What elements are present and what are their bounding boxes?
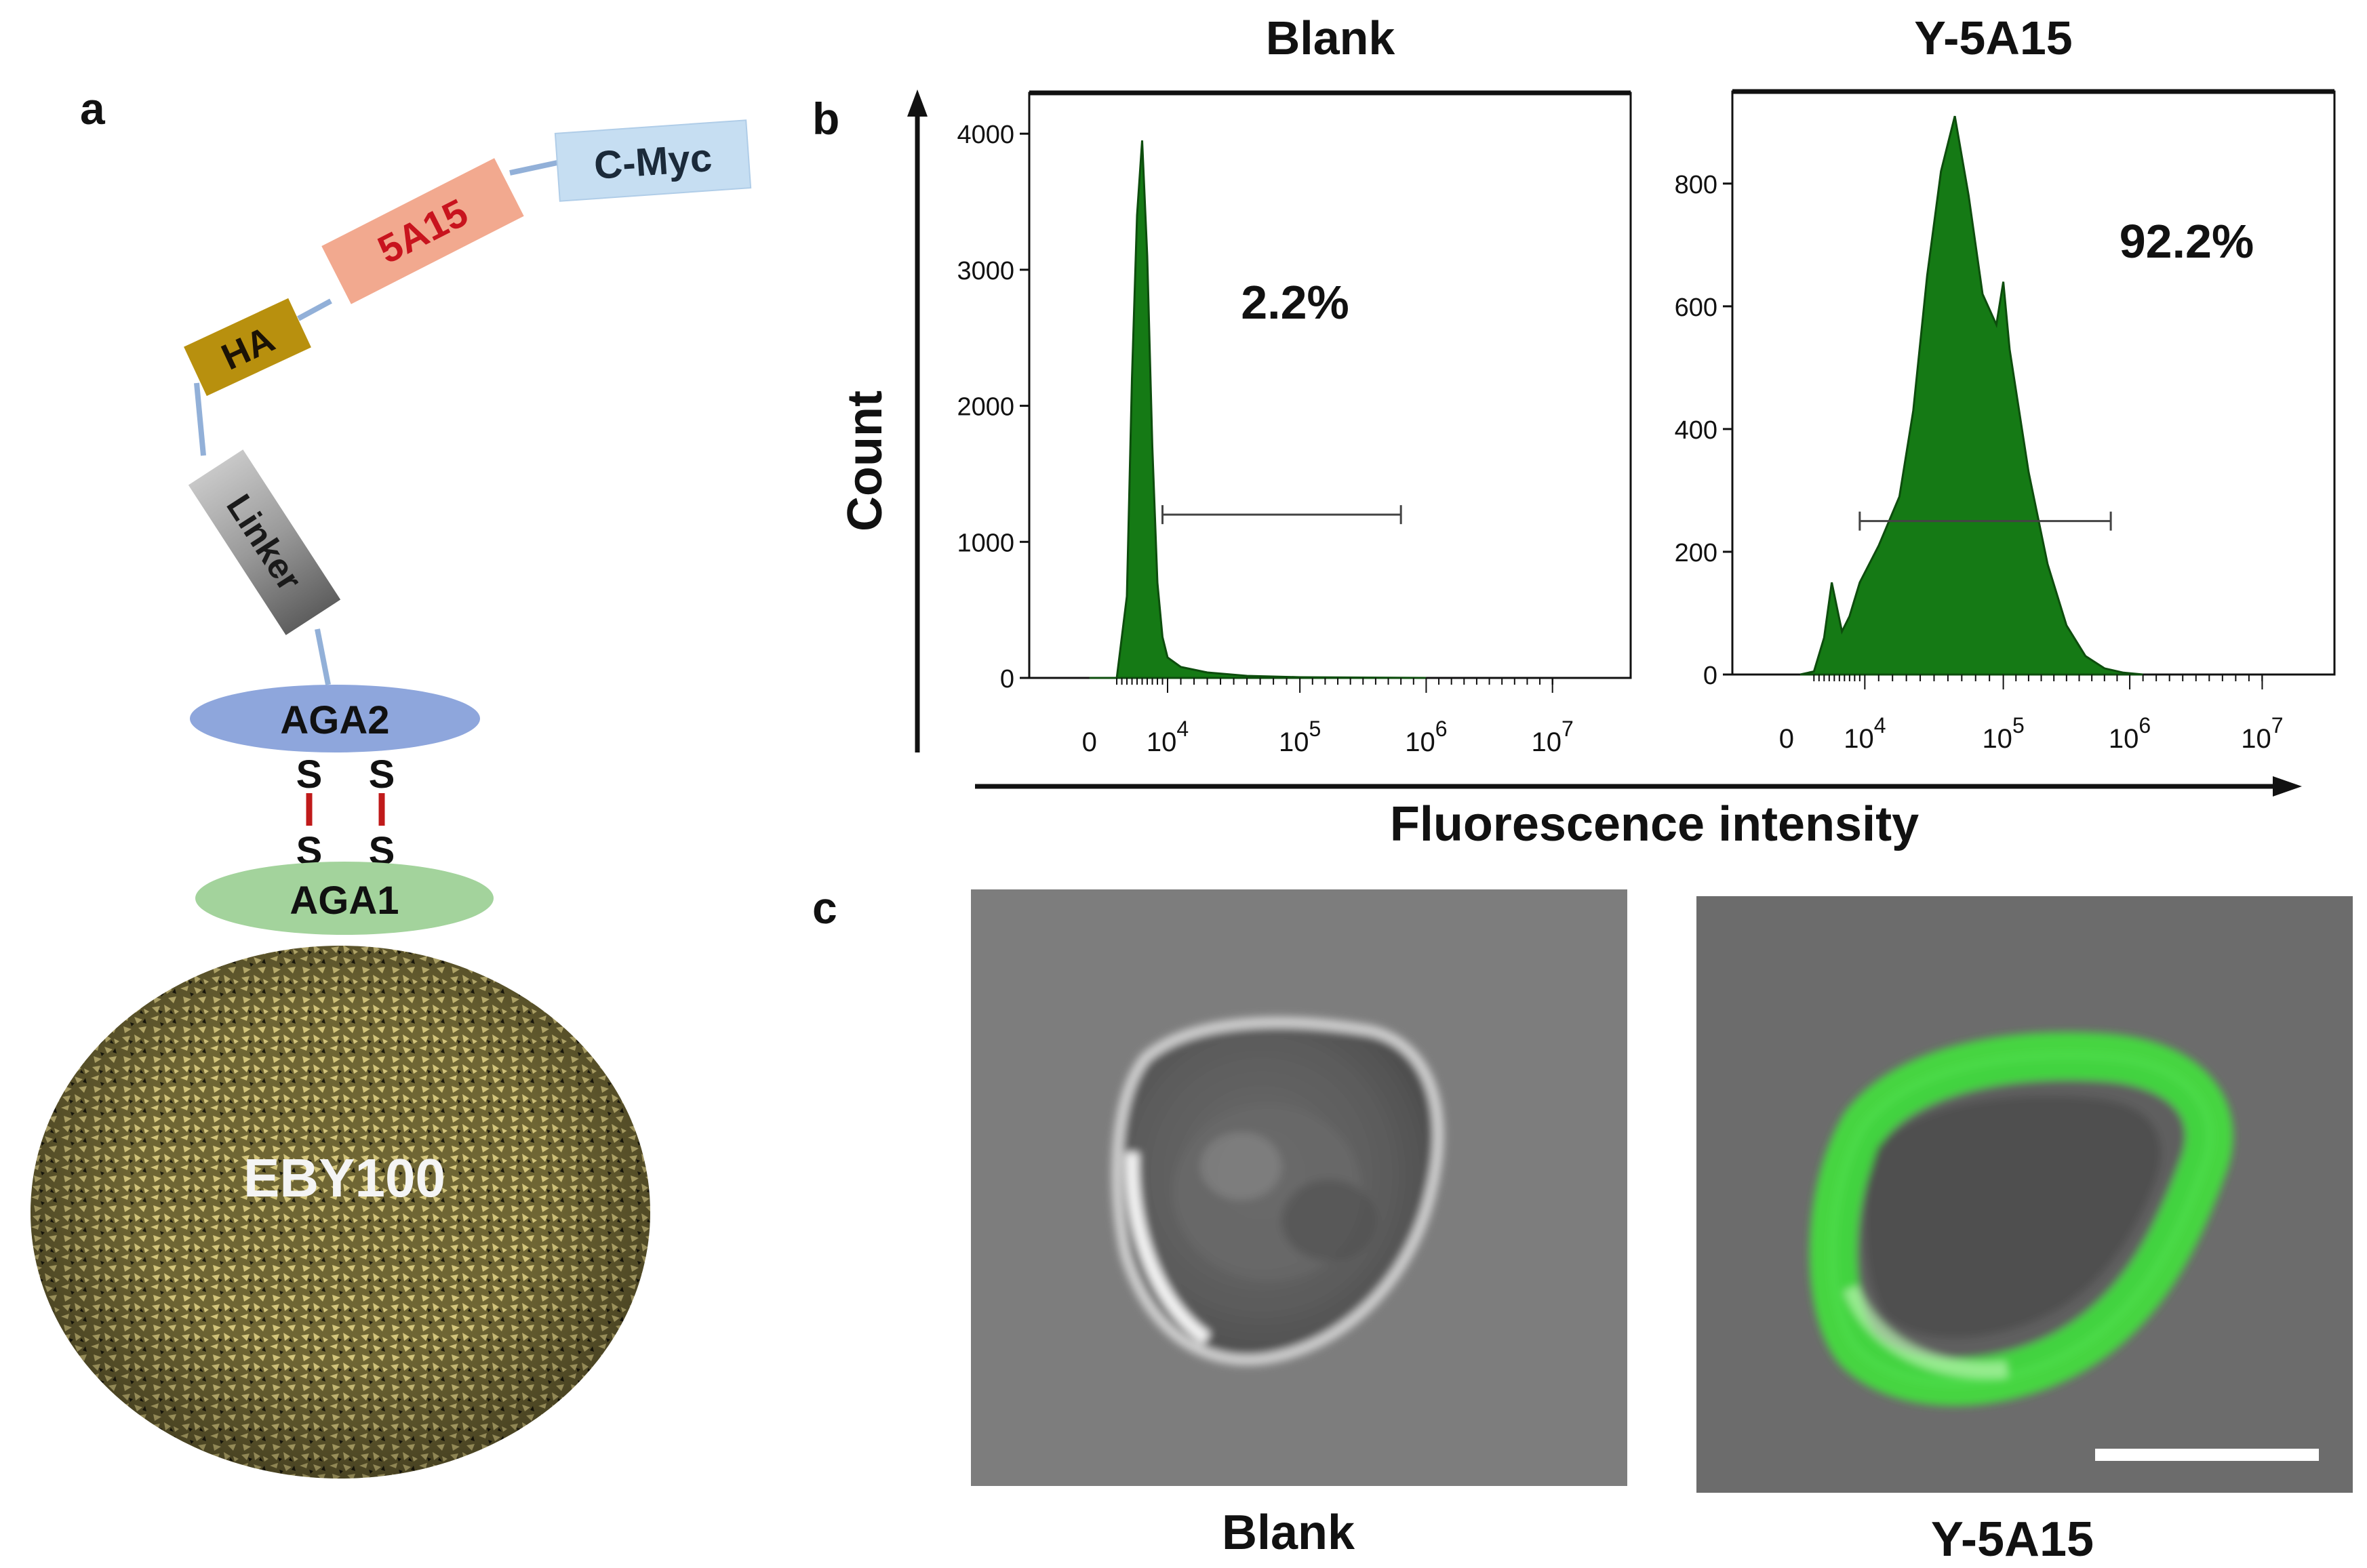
aga1-label: AGA1 [290,879,399,923]
x-tick-label: 0 [1082,727,1097,757]
x-tick-label: 106 [2109,713,2151,754]
micrograph-blank [971,889,1627,1486]
y-tick-label: 600 [1675,294,1717,322]
yeast-cell-shading [31,946,650,1479]
x-tick-label: 0 [1779,724,1794,754]
linker-segment: Linker [188,449,341,635]
plot-frame [1028,92,1632,679]
panel-label-a: a [80,83,106,134]
y-axis-label: Count [838,390,892,531]
histogram-area [1799,115,2143,676]
cmyc-label: C-Myc [593,136,713,188]
histogram-y5a15: Y-5A15 0 200 400 600 800 0 104 105 106 107 92.2% [1675,12,2336,754]
chart-title: Blank [1266,12,1395,64]
chart-title: Y-5A15 [1914,12,2072,64]
y-tick-label: 4000 [957,121,1014,149]
s-top-right: S [369,752,395,797]
target-tag-5a15: 5A15 [321,158,524,304]
histogram-blank: Blank 0 1000 2000 3000 4000 0 104 105 106 107 2.2% [957,12,1632,757]
disulfide-bonds: S S S S [296,752,395,873]
x-tick-label: 107 [2241,713,2283,754]
cell-label: EBY100 [243,1148,445,1208]
y-tick-label: 1000 [957,529,1014,557]
x-tick-label: 105 [1982,713,2024,754]
x-tick-label: 105 [1279,717,1321,757]
y-axis-arrowhead [907,89,928,117]
aga2-label: AGA2 [280,698,389,742]
panel-label-c: c [812,883,837,933]
x-tick-label: 104 [1147,717,1189,757]
x-axis-arrowhead [2273,776,2302,797]
x-tick-label: 106 [1405,717,1447,757]
y-tick-label: 3000 [957,257,1014,285]
y-tick-label: 0 [1703,662,1717,690]
green-fluorescence-ring [1809,1032,2233,1406]
y-tick-label: 2000 [957,393,1014,422]
caption-y5a15: Y-5A15 [1931,1512,2094,1567]
aga2-protein [190,685,480,752]
panel-label-b: b [812,94,839,144]
gate-percentage: 92.2% [2120,215,2254,268]
aga1-protein [195,862,494,935]
s-top-left: S [296,752,323,797]
micrograph-y5a15 [1696,896,2353,1493]
histogram-area [1089,140,1427,679]
x-axis-label: Fluorescence intensity [1390,797,1919,851]
ha-tag: HA [184,298,311,397]
gate-percentage: 2.2% [1241,276,1349,329]
y-tick-label: 800 [1675,171,1717,199]
y-tick-label: 0 [1000,665,1014,693]
x-tick-label: 107 [1532,717,1574,757]
cmyc-tag: C-Myc [554,119,752,202]
tag-connectors [194,160,558,685]
x-tick-label: 104 [1844,713,1886,754]
caption-blank: Blank [1222,1506,1355,1560]
y-tick-label: 200 [1675,539,1717,567]
y-tick-label: 400 [1675,416,1717,445]
